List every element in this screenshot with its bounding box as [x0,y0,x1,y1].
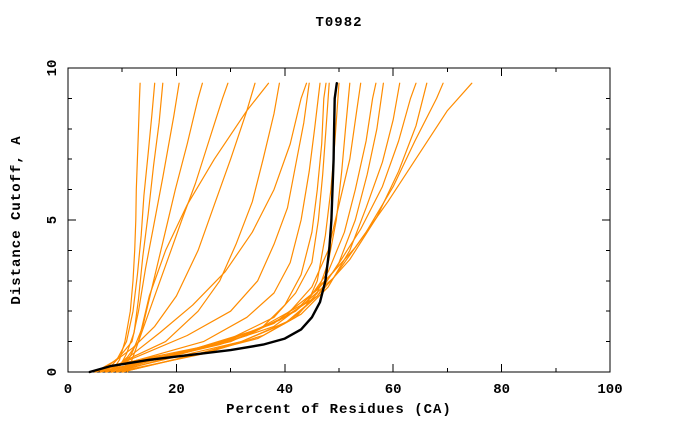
y-axis-label: Distance Cutoff, A [9,135,25,304]
model-14-curve [121,82,340,373]
model-09-curve [126,82,270,373]
plot-area: 0 20 40 60 80 100 0 5 10 [45,60,623,398]
reference-curve [88,81,338,374]
model-24-curve [89,82,327,373]
model-03-curve [116,82,164,373]
x-tick-label: 80 [493,382,510,398]
model-12-curve [94,82,321,373]
x-tick-label: 100 [597,382,622,398]
model-18-curve [110,82,384,373]
model-13-curve [110,82,330,373]
y-tick-label: 10 [45,60,61,77]
y-tick-label: 5 [45,216,61,224]
x-tick-label: 40 [276,382,293,398]
y-tick-label: 0 [45,368,61,376]
model-01-curve [110,82,141,373]
model-04-curve [99,82,180,373]
model-02-curve [105,82,156,373]
chart-title: T0982 [315,15,362,31]
x-axis-label: Percent of Residues (CA) [226,402,452,418]
axis-frame [67,67,611,373]
model-08-curve [105,82,280,373]
model-07-curve [94,82,256,373]
model-19-curve [121,82,401,373]
x-tick-label: 60 [385,382,402,398]
model-05-curve [121,82,203,373]
x-tick-label: 20 [168,382,185,398]
model-10-curve [110,82,308,373]
model-11-curve [99,82,310,373]
x-tick-label: 0 [64,382,72,398]
